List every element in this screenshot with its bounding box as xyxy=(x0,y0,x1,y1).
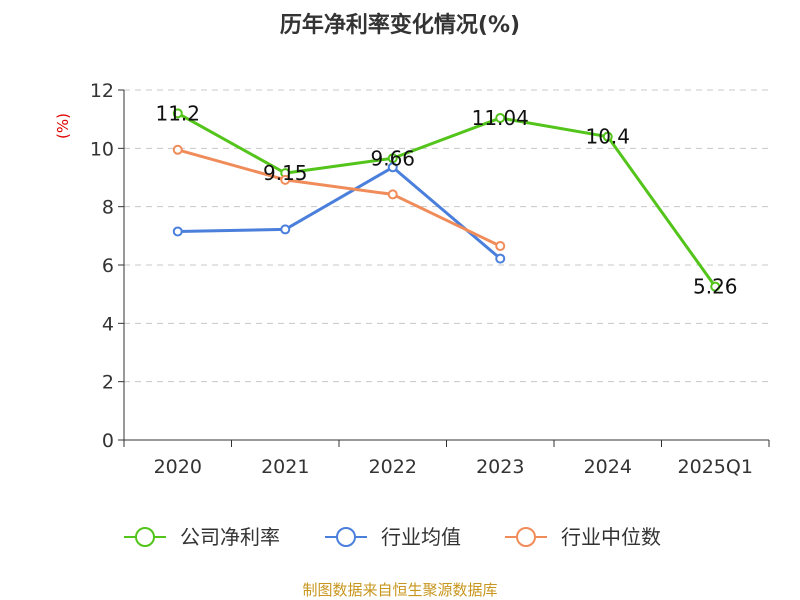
data-label-2025Q1: 5.26 xyxy=(693,275,738,299)
data-label-2024: 10.4 xyxy=(585,125,630,149)
y-tick-label-6: 6 xyxy=(102,255,114,277)
legend: 公司净利率 行业均值 行业中位数 xyxy=(124,525,661,549)
series-group xyxy=(172,108,721,292)
x-tick-label-2021: 2021 xyxy=(261,456,309,478)
y-tick-label-12: 12 xyxy=(90,80,114,102)
x-tick-label-2022: 2022 xyxy=(369,456,417,478)
legend-marker-0 xyxy=(135,527,155,547)
series-0-point-2025Q1 xyxy=(710,281,721,292)
x-tick-label-2025Q1: 2025Q1 xyxy=(678,456,753,478)
series-0-point-2024 xyxy=(602,131,613,142)
legend-label-2: 行业中位数 xyxy=(561,525,661,549)
data-label-2021: 9.15 xyxy=(263,161,308,185)
data-label-2023: 11.04 xyxy=(472,106,529,130)
series-2-point-2022 xyxy=(387,189,398,200)
series-2-point-2021 xyxy=(280,174,291,185)
series-2-point-2023 xyxy=(495,241,506,252)
grid-lines xyxy=(124,89,769,383)
series-0-point-2022 xyxy=(387,153,398,164)
series-line-2 xyxy=(177,148,501,248)
series-line-0 xyxy=(177,112,717,288)
legend-marker-2 xyxy=(516,527,536,547)
series-1-point-2021 xyxy=(280,224,291,235)
legend-label-0: 公司净利率 xyxy=(180,525,280,549)
y-tick-label-8: 8 xyxy=(102,197,114,219)
data-labels: 11.2 9.15 9.66 11.04 10.4 5.26 xyxy=(155,101,737,298)
x-tick-label-2020: 2020 xyxy=(154,456,202,478)
series-line-1 xyxy=(177,165,502,260)
chart-title: 历年净利率变化情况(%) xyxy=(280,12,520,38)
y-tick-label-10: 10 xyxy=(90,138,114,160)
y-tick-label-4: 4 xyxy=(102,313,114,335)
legend-label-1: 行业均值 xyxy=(381,525,461,549)
y-tick-labels: 0 2 4 6 8 10 12 xyxy=(90,80,114,452)
data-label-2022: 9.66 xyxy=(370,146,415,170)
x-tick-label-2023: 2023 xyxy=(476,456,524,478)
legend-marker-1 xyxy=(336,527,356,547)
series-0-point-2020 xyxy=(172,108,183,119)
data-label-2020: 11.2 xyxy=(155,101,200,125)
y-axis-unit: (%) xyxy=(54,113,72,139)
y-tick-label-0: 0 xyxy=(102,430,114,452)
source-note: 制图数据来自恒生聚源数据库 xyxy=(302,581,497,599)
x-tick-label-2024: 2024 xyxy=(584,456,632,478)
series-1-point-2020 xyxy=(172,226,183,237)
series-1-point-2022 xyxy=(387,162,398,173)
y-tick-label-2: 2 xyxy=(102,372,114,394)
axes xyxy=(118,89,770,447)
x-tick-labels: 2020 2021 2022 2023 2024 2025Q1 xyxy=(154,456,753,478)
series-1-point-2023 xyxy=(495,253,506,264)
series-2-point-2020 xyxy=(172,144,183,155)
series-0-point-2023 xyxy=(495,113,506,123)
